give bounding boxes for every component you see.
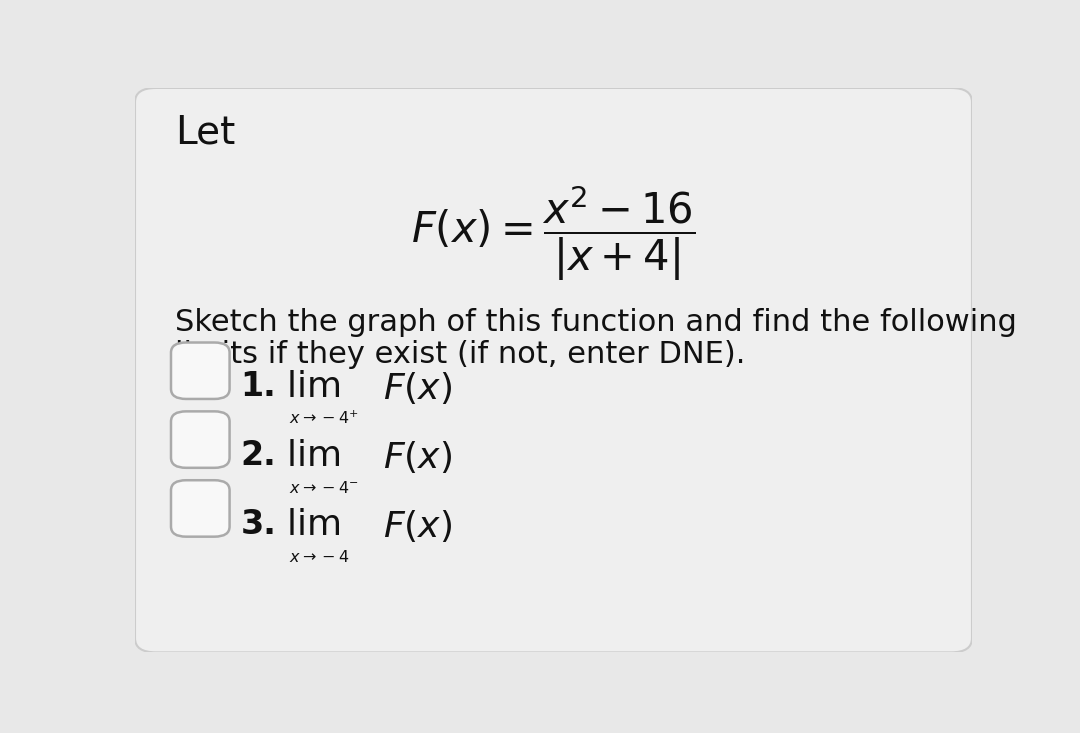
Text: 3.: 3. — [241, 508, 276, 541]
Text: $\mathit{F}(\mathit{x}) = \dfrac{\mathit{x}^2 - 16}{|\mathit{x} + 4|}$: $\mathit{F}(\mathit{x}) = \dfrac{\mathit… — [411, 184, 696, 284]
Text: $\mathrm{lim}$: $\mathrm{lim}$ — [286, 439, 340, 473]
Text: $\mathit{F}(\mathit{x})$: $\mathit{F}(\mathit{x})$ — [382, 508, 451, 544]
Text: $\mathit{F}(\mathit{x})$: $\mathit{F}(\mathit{x})$ — [382, 439, 451, 475]
Text: $x\rightarrow -4$: $x\rightarrow -4$ — [289, 548, 349, 566]
FancyBboxPatch shape — [135, 88, 972, 652]
Text: $\mathrm{lim}$: $\mathrm{lim}$ — [286, 508, 340, 542]
Text: $\mathit{F}(\mathit{x})$: $\mathit{F}(\mathit{x})$ — [382, 370, 451, 406]
Text: $x\rightarrow -4^{+}$: $x\rightarrow -4^{+}$ — [289, 410, 359, 428]
FancyBboxPatch shape — [171, 342, 230, 399]
FancyBboxPatch shape — [171, 411, 230, 468]
Text: $\mathrm{lim}$: $\mathrm{lim}$ — [286, 370, 340, 404]
Text: 2.: 2. — [241, 439, 276, 472]
Text: 1.: 1. — [241, 370, 276, 403]
Text: Sketch the graph of this function and find the following: Sketch the graph of this function and fi… — [175, 308, 1017, 337]
Text: Let: Let — [175, 114, 235, 151]
Text: limits if they exist (if not, enter DNE).: limits if they exist (if not, enter DNE)… — [175, 340, 745, 369]
FancyBboxPatch shape — [171, 480, 230, 537]
Text: $x\rightarrow -4^{-}$: $x\rightarrow -4^{-}$ — [289, 479, 359, 497]
